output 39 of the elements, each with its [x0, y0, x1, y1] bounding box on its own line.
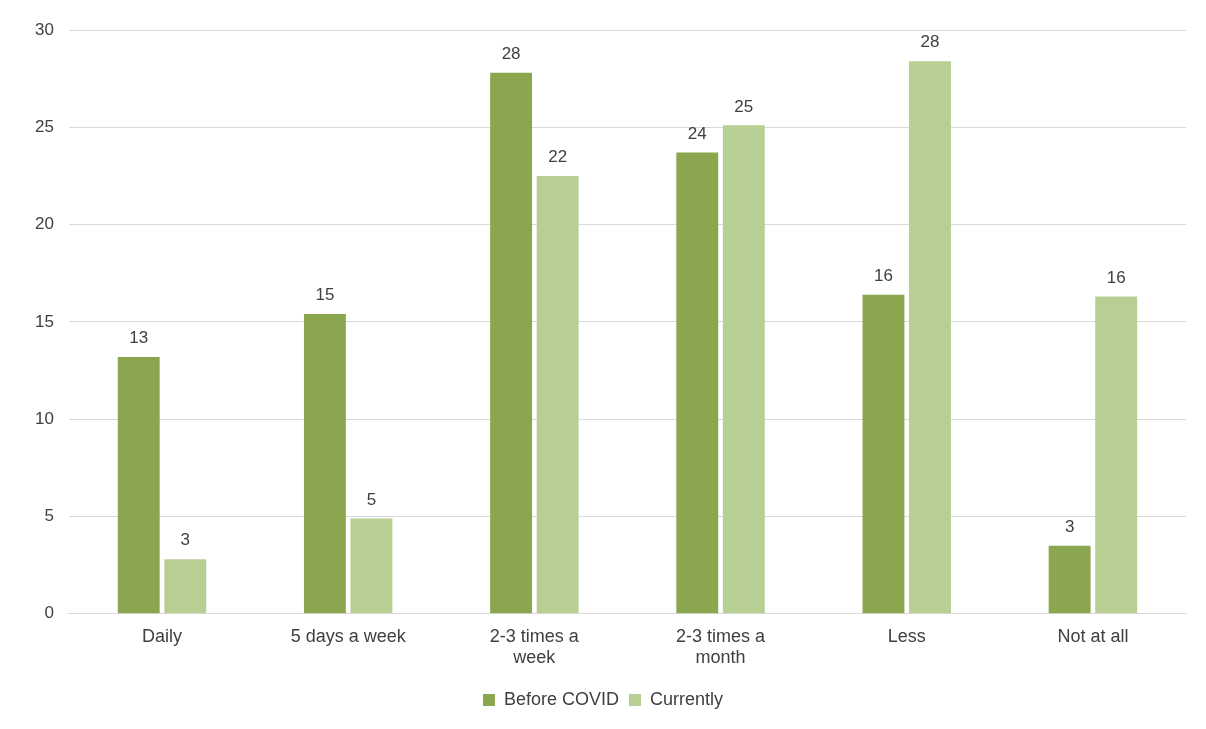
data-label: 28: [501, 44, 521, 63]
bar: [164, 559, 207, 614]
data-label: 3: [180, 530, 191, 550]
bar: [722, 125, 765, 614]
x-tick-label: Not at all: [1057, 625, 1129, 646]
bar: [909, 61, 951, 614]
data-label: 5: [366, 489, 377, 509]
data-label: 16: [873, 265, 893, 285]
y-tick-label: 20: [34, 214, 54, 234]
bar: [117, 356, 160, 614]
data-label: 25: [734, 96, 754, 116]
bar: [1095, 296, 1138, 614]
x-tick-label: Daily: [141, 625, 183, 646]
data-label: 24: [687, 123, 707, 143]
bar: [536, 175, 579, 614]
y-tick-label: 30: [34, 19, 54, 39]
y-tick-label: 10: [34, 408, 54, 428]
bar: [676, 152, 719, 614]
x-tick-label: 2-3 times a week: [489, 625, 580, 668]
data-label: 15: [315, 285, 335, 305]
x-tick-label: 2-3 times a month: [676, 625, 767, 668]
bar: [350, 518, 393, 614]
y-tick-label: 0: [44, 603, 54, 623]
data-label: 28: [920, 32, 940, 52]
x-tick-label: Less: [887, 625, 926, 646]
bar: [303, 314, 346, 614]
y-tick-label: 15: [34, 311, 54, 331]
data-label: 22: [548, 147, 568, 167]
bar: [862, 294, 905, 614]
bar: [490, 72, 533, 614]
data-label: 16: [1106, 267, 1126, 287]
bar: [1048, 545, 1091, 614]
legend-label: Currently: [650, 688, 724, 709]
x-tick-label: 5 days a week: [290, 625, 407, 646]
data-label: 13: [129, 328, 149, 348]
legend-label: Before COVID: [503, 688, 620, 709]
y-tick-label: 25: [34, 116, 54, 136]
y-tick-label: 5: [44, 506, 54, 526]
data-label: 3: [1064, 516, 1075, 536]
